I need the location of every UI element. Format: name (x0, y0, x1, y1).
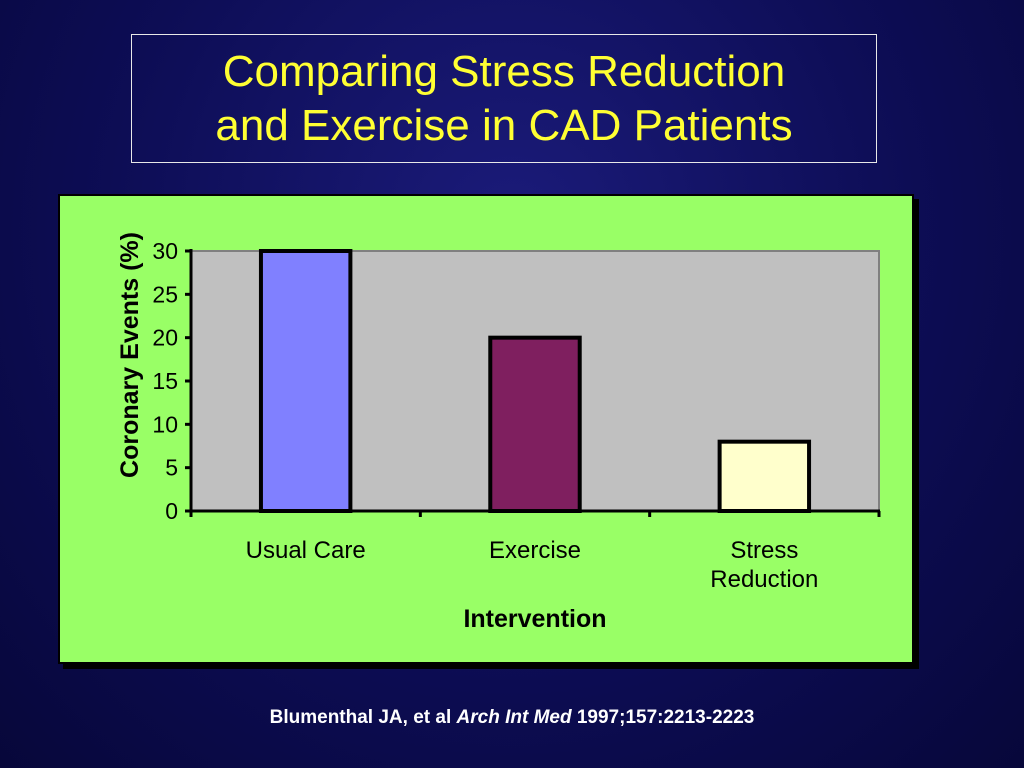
citation-journal: Arch Int Med (456, 707, 572, 728)
y-tick-label: 20 (152, 325, 178, 351)
slide-title-line-2: and Exercise in CAD Patients (215, 100, 793, 150)
citation-authors: Blumenthal JA, et al (269, 707, 452, 728)
citation: Blumenthal JA, et al Arch Int Med 1997;1… (0, 707, 1024, 729)
x-category-label: Exercise (489, 537, 581, 564)
slide-title-line-1: Comparing Stress Reduction (222, 46, 786, 96)
slide-title: Comparing Stress Reduction and Exercise … (131, 34, 877, 163)
y-tick-label: 10 (152, 411, 178, 437)
y-axis-title: Coronary Events (%) (116, 232, 144, 478)
y-tick-label: 0 (165, 498, 178, 524)
bar-2 (717, 439, 812, 513)
bar-0 (258, 249, 353, 513)
y-tick-label: 15 (152, 368, 178, 394)
x-category-label: Usual Care (246, 537, 366, 564)
x-axis-title: Intervention (463, 605, 606, 633)
y-tick-label: 25 (152, 281, 178, 307)
x-category-label: Reduction (710, 566, 818, 593)
y-tick-label: 5 (165, 455, 178, 481)
y-tick-label: 30 (152, 238, 178, 264)
x-category-label: Stress (730, 537, 798, 564)
citation-reference: 1997;157:2213-2223 (576, 707, 755, 728)
bar-1 (488, 335, 582, 513)
